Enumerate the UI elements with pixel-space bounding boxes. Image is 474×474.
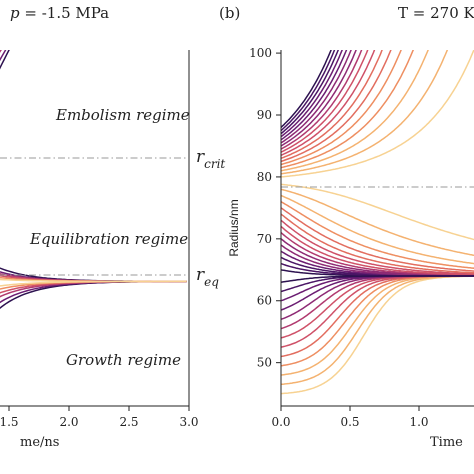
left-xtick-label: 2.5: [119, 415, 138, 429]
right-ytick-label: 100: [249, 46, 272, 60]
growth-regime-label: Growth regime: [66, 351, 181, 369]
right-embolism-curve-16: [281, 50, 332, 128]
right-curves: [281, 50, 474, 395]
right-embolism-curve-12: [281, 50, 348, 141]
right-ytick-label: 80: [257, 170, 272, 184]
left-panel: p = -1.5 MPa 1.5 2.0 2.5 3.0 me/ns Embolism…: [0, 4, 225, 450]
right-embolism-curve-6: [281, 50, 383, 160]
left-growth-curve-5: [0, 280, 187, 287]
right-ylabel: Radius/nm: [227, 199, 241, 256]
right-embolism-curve-9: [281, 50, 363, 150]
left-xlabel: me/ns: [20, 435, 59, 450]
right-embolism-curve-4: [281, 50, 402, 166]
right-growing-curve-5: [281, 275, 474, 348]
right-xtick-label: 0.5: [340, 415, 359, 429]
right-embolism-curve-14: [281, 50, 340, 135]
right-embolism-curve-0: [281, 50, 474, 178]
right-shrinking-curve-8: [281, 219, 474, 275]
right-embolism-curve-7: [281, 50, 376, 156]
r-crit-base: r: [196, 147, 205, 167]
right-panel-label: (b): [219, 4, 240, 22]
right-growing-curve-4: [281, 275, 474, 358]
right-growing-curve-3: [281, 275, 474, 367]
left-xtick-label: 1.5: [0, 415, 19, 429]
embolism-regime-label: Embolism regime: [55, 106, 190, 124]
left-curves: [0, 50, 187, 309]
left-xtick-label: 2.0: [59, 415, 78, 429]
r-eq-label: req: [196, 265, 219, 289]
right-growing-curve-1: [281, 275, 474, 386]
left-xtick-label: 3.0: [179, 415, 198, 429]
left-title-p: p: [10, 4, 20, 22]
right-ytick-label: 90: [257, 108, 272, 122]
left-ticks: 1.5 2.0 2.5 3.0: [0, 406, 199, 429]
equilibration-regime-label: Equilibration regime: [29, 230, 188, 248]
r-eq-base: r: [196, 265, 205, 285]
left-title-rest: = -1.5 MPa: [20, 4, 110, 22]
right-shrinking-curve-5: [281, 238, 474, 277]
right-growing-curve-12: [281, 275, 474, 283]
right-embolism-curve-13: [281, 50, 343, 138]
right-embolism-curve-10: [281, 50, 357, 147]
right-shrinking-curve-9: [281, 213, 474, 274]
right-ticks: 0.00.51.01.55060708090100: [249, 46, 428, 429]
right-panel: (b) T = 270 K 0.00.51.01.55060708090100 …: [219, 4, 474, 450]
right-ytick-label: 50: [257, 356, 272, 370]
right-shrinking-curve-7: [281, 225, 474, 276]
right-shrinking-curve-13: [281, 188, 474, 257]
r-eq-sub: eq: [204, 275, 219, 289]
right-shrinking-curve-12: [281, 194, 474, 265]
right-xtick-label: 1.0: [409, 415, 428, 429]
right-shrinking-curve-6: [281, 232, 474, 276]
right-growing-curve-0: [281, 275, 474, 395]
right-shrinking-curve-14: [281, 183, 474, 241]
right-shrinking-curve-10: [281, 207, 474, 272]
right-embolism-curve-15: [281, 50, 336, 132]
right-embolism-curve-2: [281, 50, 429, 172]
right-growing-curve-2: [281, 275, 474, 376]
right-xtick-label: 0.0: [271, 415, 290, 429]
right-xlabel: Time: [430, 435, 463, 450]
right-embolism-curve-11: [281, 50, 352, 144]
left-panel-title: p = -1.5 MPa: [10, 4, 109, 22]
right-shrinking-curve-11: [281, 201, 474, 269]
right-embolism-curve-5: [281, 50, 392, 163]
right-ytick-label: 70: [257, 232, 272, 246]
r-crit-label: rcrit: [196, 147, 225, 171]
right-ytick-label: 60: [257, 294, 272, 308]
right-panel-title: T = 270 K: [398, 4, 474, 22]
right-embolism-curve-3: [281, 50, 415, 169]
r-crit-sub: crit: [204, 157, 225, 171]
right-embolism-curve-1: [281, 50, 449, 175]
right-embolism-curve-8: [281, 50, 369, 153]
